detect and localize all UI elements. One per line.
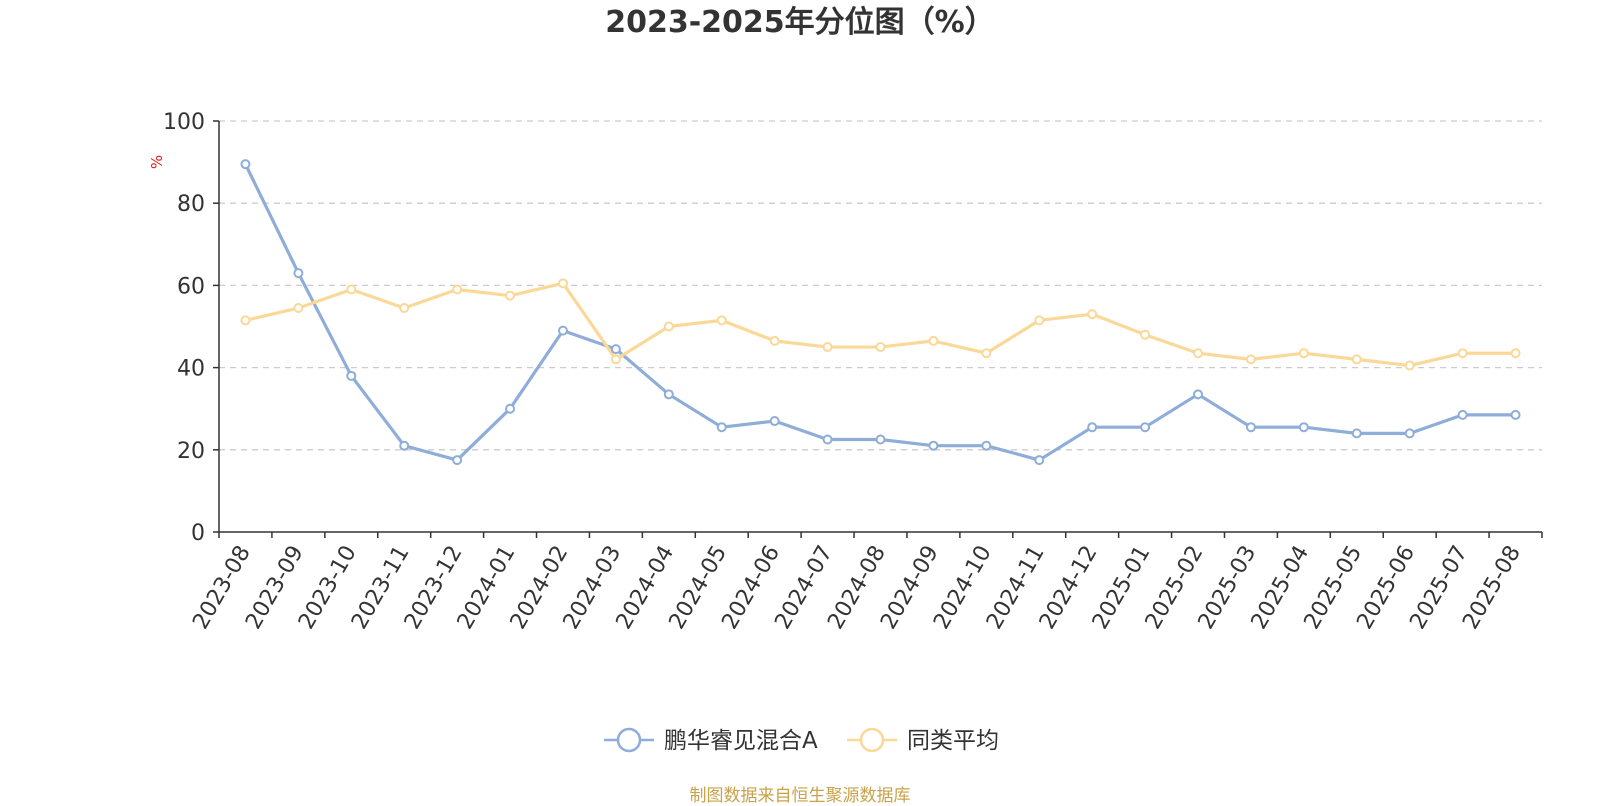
data-point bbox=[240, 159, 251, 170]
data-point bbox=[505, 290, 516, 301]
data-point bbox=[981, 348, 992, 359]
y-tick-label: 0 bbox=[191, 521, 205, 546]
data-point bbox=[293, 303, 304, 314]
data-point bbox=[1140, 422, 1151, 433]
legend-label: 同类平均 bbox=[907, 728, 999, 754]
data-point bbox=[452, 455, 463, 466]
series-line-0 bbox=[243, 162, 1518, 462]
data-point bbox=[1351, 354, 1362, 365]
series-lines bbox=[240, 159, 1521, 466]
data-point bbox=[875, 434, 886, 445]
data-point bbox=[452, 284, 463, 295]
data-point bbox=[1245, 354, 1256, 365]
data-point bbox=[1087, 309, 1098, 320]
data-point bbox=[769, 335, 780, 346]
legend-label: 鹏华睿见混合A bbox=[664, 728, 818, 754]
data-point bbox=[1245, 422, 1256, 433]
legend-item-1[interactable]: 同类平均 bbox=[847, 727, 999, 754]
y-tick-label: 60 bbox=[177, 274, 205, 299]
data-point bbox=[1404, 428, 1415, 439]
data-point bbox=[1193, 348, 1204, 359]
data-point bbox=[1510, 409, 1521, 420]
data-point bbox=[399, 440, 410, 451]
data-point bbox=[610, 344, 621, 355]
data-point bbox=[822, 342, 833, 353]
data-point bbox=[1298, 422, 1309, 433]
legend-item-0[interactable]: 鹏华睿见混合A bbox=[604, 727, 818, 754]
data-point bbox=[1510, 348, 1521, 359]
data-point bbox=[663, 389, 674, 400]
data-point bbox=[928, 440, 939, 451]
data-point bbox=[1404, 360, 1415, 371]
data-point bbox=[1193, 389, 1204, 400]
data-point bbox=[557, 278, 568, 289]
y-tick-label: 100 bbox=[163, 110, 205, 135]
data-point bbox=[240, 315, 251, 326]
data-point bbox=[716, 422, 727, 433]
data-point bbox=[346, 370, 357, 381]
data-point bbox=[1087, 422, 1098, 433]
data-point bbox=[716, 315, 727, 326]
data-point bbox=[293, 268, 304, 279]
grid-lines bbox=[219, 120, 1542, 451]
chart-title: 2023-2025年分位图（%） bbox=[605, 5, 995, 40]
axes: 020406080100%2023-082023-092023-102023-1… bbox=[148, 110, 1543, 634]
data-point bbox=[981, 440, 992, 451]
source-note: 制图数据来自恒生聚源数据库 bbox=[689, 786, 911, 806]
data-point bbox=[1351, 428, 1362, 439]
data-point bbox=[1457, 348, 1468, 359]
legend[interactable]: 鹏华睿见混合A 同类平均 bbox=[604, 727, 999, 754]
data-point bbox=[1298, 348, 1309, 359]
data-point bbox=[822, 434, 833, 445]
series-line-1 bbox=[243, 281, 1518, 368]
data-point bbox=[346, 284, 357, 295]
y-tick-label: 80 bbox=[177, 192, 205, 217]
data-point bbox=[1140, 329, 1151, 340]
data-point bbox=[875, 342, 886, 353]
legend-marker bbox=[616, 727, 642, 753]
y-tick-label: 20 bbox=[177, 439, 205, 464]
data-point bbox=[505, 403, 516, 414]
data-point bbox=[1034, 315, 1045, 326]
legend-marker bbox=[859, 727, 885, 753]
data-point bbox=[769, 416, 780, 427]
y-tick-label: 40 bbox=[177, 357, 205, 382]
data-point bbox=[399, 303, 410, 314]
data-point bbox=[557, 325, 568, 336]
y-axis-label: % bbox=[148, 155, 166, 169]
data-point bbox=[1457, 409, 1468, 420]
data-point bbox=[610, 354, 621, 365]
data-point bbox=[1034, 455, 1045, 466]
data-point bbox=[663, 321, 674, 332]
data-point bbox=[928, 335, 939, 346]
